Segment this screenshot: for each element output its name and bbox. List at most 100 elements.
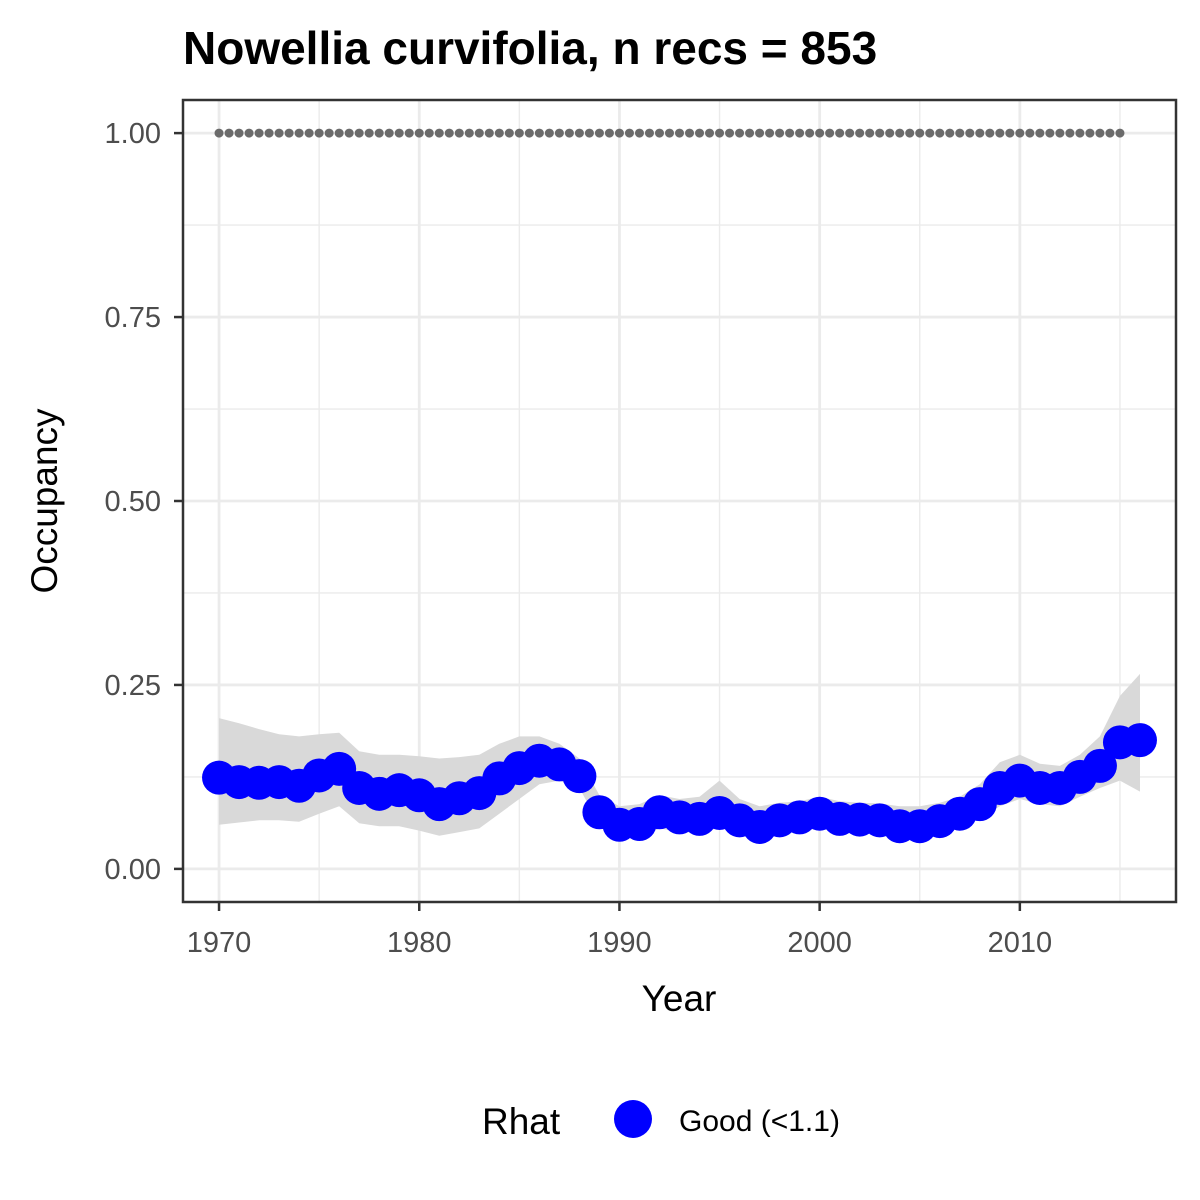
reference-dot xyxy=(805,128,815,138)
reference-dot xyxy=(1015,128,1025,138)
reference-dot xyxy=(945,128,955,138)
reference-dot xyxy=(1005,128,1015,138)
reference-dot xyxy=(875,128,885,138)
reference-dot xyxy=(484,128,494,138)
reference-dot xyxy=(1045,128,1055,138)
reference-dot xyxy=(845,128,855,138)
reference-dot xyxy=(965,128,975,138)
occupancy-point xyxy=(1082,748,1117,783)
reference-dot xyxy=(394,128,404,138)
reference-dot xyxy=(284,128,294,138)
reference-dot xyxy=(835,128,845,138)
reference-dot xyxy=(214,128,224,138)
reference-dot xyxy=(314,128,324,138)
legend-title: Rhat xyxy=(482,1101,561,1142)
reference-dot xyxy=(564,128,574,138)
reference-dots-layer xyxy=(214,128,1125,138)
reference-dot xyxy=(885,128,895,138)
legend-label-good: Good (<1.1) xyxy=(679,1105,840,1138)
x-tick-label: 2010 xyxy=(988,927,1053,959)
y-axis-title: Occupancy xyxy=(24,408,65,594)
x-axis-title: Year xyxy=(642,978,717,1019)
reference-dot xyxy=(334,128,344,138)
occupancy-points-layer xyxy=(202,723,1157,844)
reference-dot xyxy=(1055,128,1065,138)
reference-dot xyxy=(354,128,364,138)
reference-dot xyxy=(1095,128,1105,138)
occupancy-point xyxy=(1122,723,1157,758)
reference-dot xyxy=(434,128,444,138)
reference-dot xyxy=(294,128,304,138)
reference-dot xyxy=(675,128,684,138)
reference-dot xyxy=(464,128,474,138)
y-tick-label: 0.25 xyxy=(105,670,161,702)
reference-dot xyxy=(264,128,274,138)
reference-dot xyxy=(765,128,775,138)
reference-dot xyxy=(925,128,935,138)
reference-dot xyxy=(935,128,945,138)
axis-ticks xyxy=(174,131,1022,911)
reference-dot xyxy=(735,128,745,138)
reference-dot xyxy=(274,128,284,138)
y-tick-label: 0.75 xyxy=(105,302,161,334)
reference-dot xyxy=(304,128,314,138)
reference-dot xyxy=(705,128,715,138)
reference-dot xyxy=(995,128,1005,138)
reference-dot xyxy=(775,128,785,138)
reference-dot xyxy=(234,128,244,138)
x-tick-label: 1980 xyxy=(387,927,452,959)
reference-dot xyxy=(534,128,544,138)
reference-dot xyxy=(985,128,995,138)
reference-dot xyxy=(554,128,564,138)
y-tick-label: 0.50 xyxy=(105,486,161,518)
reference-dot xyxy=(244,128,254,138)
reference-dot xyxy=(1025,128,1035,138)
reference-dot xyxy=(424,128,434,138)
reference-dot xyxy=(1035,128,1045,138)
legend-key-good xyxy=(614,1100,652,1138)
reference-dot xyxy=(454,128,464,138)
reference-dot xyxy=(324,128,334,138)
reference-dot xyxy=(474,128,484,138)
reference-dot xyxy=(574,128,584,138)
reference-dot xyxy=(524,128,534,138)
reference-dot xyxy=(685,128,695,138)
reference-dot xyxy=(344,128,354,138)
reference-dot xyxy=(374,128,384,138)
legend: Rhat Good (<1.1) xyxy=(482,1100,840,1142)
reference-dot xyxy=(514,128,524,138)
reference-dot xyxy=(755,128,765,138)
reference-dot xyxy=(785,128,795,138)
reference-dot xyxy=(915,128,925,138)
reference-dot xyxy=(795,128,805,138)
occupancy-point xyxy=(562,759,597,794)
x-tick-label: 2000 xyxy=(787,927,852,959)
y-tick-label: 1.00 xyxy=(105,118,161,150)
reference-dot xyxy=(624,128,634,138)
reference-dot xyxy=(1065,128,1075,138)
reference-dot xyxy=(905,128,915,138)
x-tick-labels: 1970 1980 1990 2000 2010 xyxy=(187,927,1052,959)
reference-dot xyxy=(584,128,594,138)
reference-dot xyxy=(614,128,624,138)
reference-dot xyxy=(1115,128,1125,138)
reference-dot xyxy=(544,128,554,138)
reference-dot xyxy=(855,128,865,138)
reference-dot xyxy=(364,128,374,138)
reference-dot xyxy=(1105,128,1115,138)
reference-dot xyxy=(224,128,234,138)
reference-dot xyxy=(404,128,414,138)
reference-dot xyxy=(594,128,604,138)
reference-dot xyxy=(504,128,514,138)
y-tick-label: 0.00 xyxy=(105,854,161,886)
reference-dot xyxy=(1085,128,1095,138)
chart-title: Nowellia curvifolia, n recs = 853 xyxy=(183,22,877,74)
reference-dot xyxy=(975,128,985,138)
reference-dot xyxy=(644,128,654,138)
reference-dot xyxy=(444,128,454,138)
reference-dot xyxy=(654,128,664,138)
reference-dot xyxy=(715,128,725,138)
reference-dot xyxy=(634,128,644,138)
reference-dot xyxy=(695,128,705,138)
